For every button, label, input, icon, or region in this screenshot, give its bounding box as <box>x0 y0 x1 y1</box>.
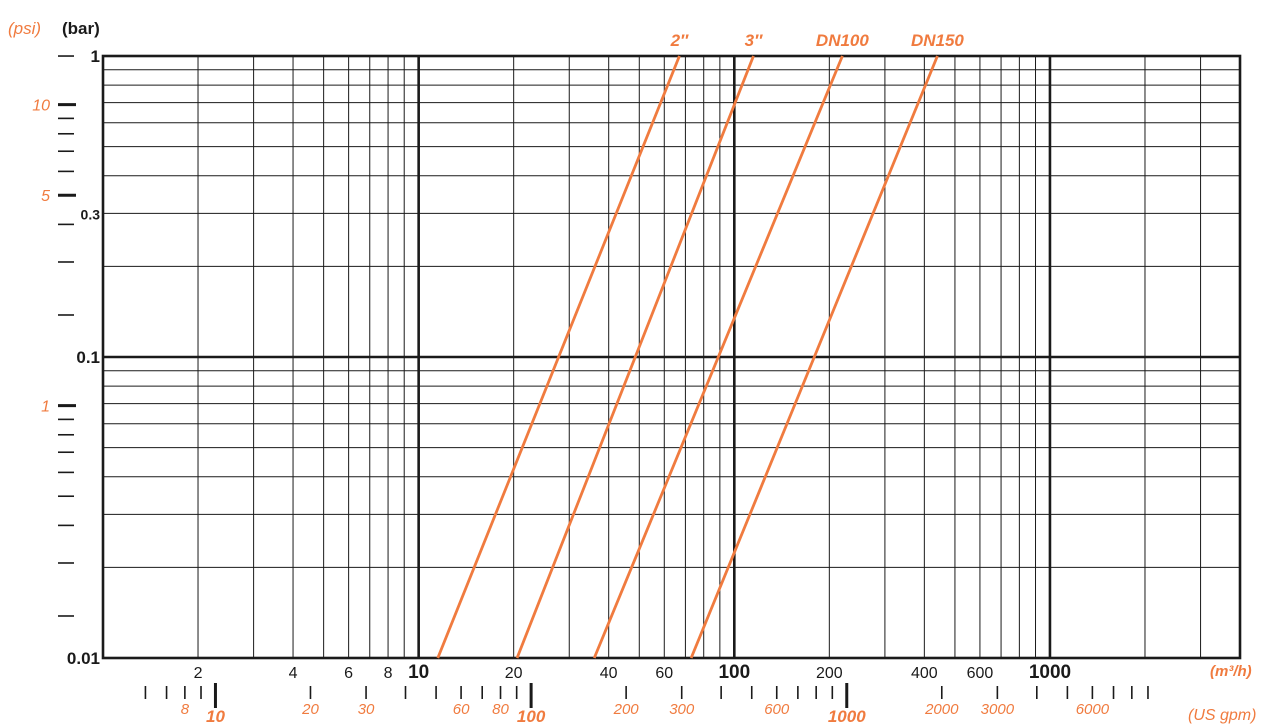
x-tick-label-m3h-2: 6 <box>344 665 353 682</box>
x-tick-label-gpm-4: 60 <box>453 701 470 718</box>
x-tick-label-m3h-10: 400 <box>911 665 938 682</box>
series-line-0 <box>436 55 681 659</box>
x-tick-label-gpm-13: 6000 <box>1076 701 1110 718</box>
x-tick-label-m3h-6: 40 <box>600 665 618 682</box>
grid <box>101 54 1242 660</box>
y-tick-label-psi-2: 1 <box>41 399 50 416</box>
x-tick-label-m3h-3: 8 <box>384 665 393 682</box>
y-unit-bar: (bar) <box>62 19 100 38</box>
x-tick-label-gpm-9: 600 <box>764 701 790 718</box>
series-label-1: 3″ <box>745 31 763 50</box>
y-tick-label-psi-1: 5 <box>41 188 50 205</box>
x-tick-label-gpm-7: 200 <box>613 701 640 718</box>
x-tick-label-m3h-4: 10 <box>408 662 429 683</box>
x-tick-label-m3h-1: 4 <box>289 665 298 682</box>
x-tick-label-m3h-12: 1000 <box>1029 662 1071 683</box>
x-tick-label-gpm-10: 1000 <box>828 707 866 726</box>
x-tick-label-m3h-0: 2 <box>194 665 203 682</box>
series-label-0: 2″ <box>670 31 689 50</box>
x-tick-label-m3h-7: 60 <box>655 665 673 682</box>
series-line-1 <box>515 55 755 659</box>
y-unit-psi: (psi) <box>8 19 41 38</box>
series-label-3: DN150 <box>911 31 964 50</box>
x-tick-label-gpm-0: 8 <box>181 701 190 718</box>
axes: 1 0.3 0.1 0.01 10 5 1 2 4 6 8 10 20 40 60 100 200 400 600 1… <box>32 47 1149 726</box>
series-line-3 <box>689 55 939 659</box>
x-tick-label-gpm-2: 20 <box>301 701 319 718</box>
y-tick-label-bar-2: 0.1 <box>76 348 100 367</box>
x-unit-m3h: (m³/h) <box>1210 663 1252 680</box>
x-tick-label-gpm-6: 100 <box>517 707 546 726</box>
y-tick-label-psi-0: 10 <box>32 98 50 115</box>
series-label-2: DN100 <box>816 31 869 50</box>
x-tick-label-gpm-3: 30 <box>358 701 375 718</box>
plot-frame <box>101 54 1242 660</box>
x-tick-label-m3h-9: 200 <box>816 665 843 682</box>
x-unit-gpm: (US gpm) <box>1188 707 1256 724</box>
x-tick-label-m3h-5: 20 <box>505 665 523 682</box>
x-tick-label-m3h-11: 600 <box>967 665 994 682</box>
series-lines: 2″ 3″ DN100 DN150 <box>436 31 964 659</box>
x-tick-label-gpm-5: 80 <box>492 701 509 718</box>
y-tick-label-bar-1: 0.3 <box>81 206 101 222</box>
y-tick-label-bar-3: 0.01 <box>67 649 100 668</box>
x-tick-label-m3h-8: 100 <box>718 662 750 683</box>
x-tick-label-gpm-8: 300 <box>669 701 695 718</box>
series-line-2 <box>592 55 844 659</box>
y-tick-label-bar-0: 1 <box>91 47 100 66</box>
x-tick-label-gpm-1: 10 <box>206 707 225 726</box>
x-tick-label-gpm-12: 3000 <box>981 701 1015 718</box>
x-tick-label-gpm-11: 2000 <box>924 701 959 718</box>
